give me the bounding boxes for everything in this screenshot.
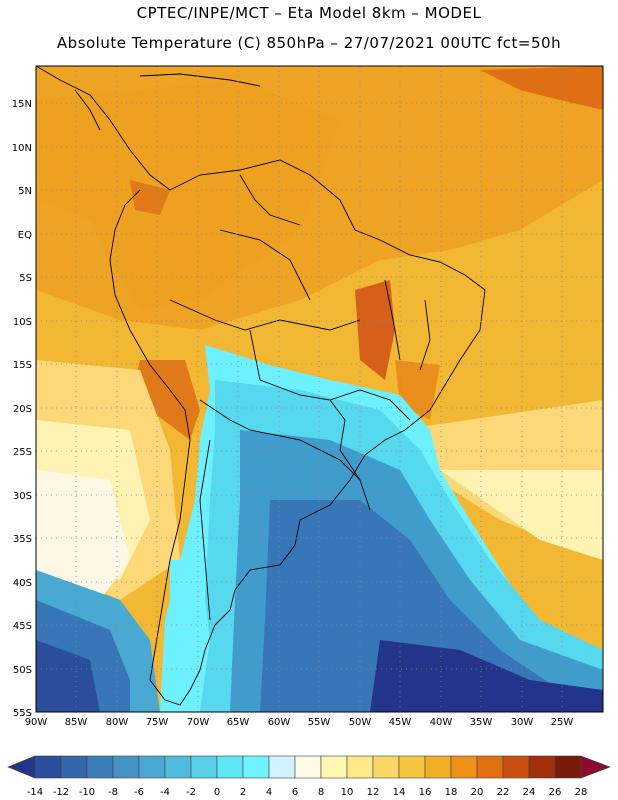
lon-label: 70W [187, 717, 210, 728]
colorbar-tick-label: 0 [214, 787, 220, 798]
colorbar-segment [294, 755, 322, 779]
colorbar-tick-label: 22 [497, 787, 510, 798]
colorbar-segment [320, 755, 348, 779]
lat-label: 30S [13, 491, 32, 502]
lat-label: 15S [13, 360, 32, 371]
colorbar-segment [502, 755, 530, 779]
colorbar-segment [60, 755, 88, 779]
map-title-line-2: Absolute Temperature (C) 850hPa – 27/07/… [56, 34, 562, 52]
lat-label: EQ [18, 230, 32, 241]
colorbar-segment [112, 755, 140, 779]
lat-label: 45S [13, 621, 32, 632]
latitude-labels: 15N 10N 5N EQ 5S 10S 15S 20S 25S 30S 35S… [12, 99, 32, 719]
lat-label: 20S [13, 404, 32, 415]
longitude-labels: 90W 85W 80W 75W 70W 65W 60W 55W 50W 45W … [25, 717, 574, 728]
lon-label: 45W [389, 717, 412, 728]
colorbar-segment [554, 755, 582, 779]
colorbar-tick-label: -8 [108, 787, 118, 798]
lat-label: 10N [12, 143, 32, 154]
colorbar-labels: -14 -12 -10 -8 -6 -4 -2 0 2 4 6 8 10 12 … [27, 787, 588, 798]
colorbar-tick-label: 14 [393, 787, 406, 798]
colorbar-tick-label: 8 [318, 787, 324, 798]
colorbar-tick-label: 18 [445, 787, 458, 798]
lat-label: 5N [18, 186, 32, 197]
colorbar [7, 755, 611, 779]
lat-label: 35S [13, 534, 32, 545]
colorbar-tick-label: 28 [575, 787, 588, 798]
colorbar-tick-label: -6 [134, 787, 144, 798]
colorbar-tick-label: -2 [186, 787, 196, 798]
colorbar-segment [190, 755, 218, 779]
colorbar-segment [242, 755, 270, 779]
lat-label: 40S [13, 578, 32, 589]
colorbar-segment [164, 755, 192, 779]
colorbar-tick-label: 24 [523, 787, 536, 798]
colorbar-segment [216, 755, 244, 779]
colorbar-segment [372, 755, 400, 779]
colorbar-segment [450, 755, 478, 779]
lat-label: 5S [19, 273, 32, 284]
lon-label: 85W [65, 717, 88, 728]
temperature-field [36, 66, 603, 712]
colorbar-tick-label: 10 [341, 787, 354, 798]
lat-label: 10S [13, 317, 32, 328]
colorbar-tick-label: -12 [53, 787, 69, 798]
colorbar-tick-label: 2 [240, 787, 246, 798]
lon-label: 65W [227, 717, 250, 728]
colorbar-tick-label: 6 [292, 787, 298, 798]
colorbar-segment [34, 755, 62, 779]
colorbar-tick-label: -10 [79, 787, 95, 798]
colorbar-segment [476, 755, 504, 779]
map-title-line-1: CPTEC/INPE/MCT – Eta Model 8km – MODEL [136, 4, 482, 22]
lon-label: 50W [349, 717, 372, 728]
lat-label: 15N [12, 99, 32, 110]
colorbar-segment [346, 755, 374, 779]
colorbar-segment [398, 755, 426, 779]
lon-label: 35W [470, 717, 493, 728]
colorbar-tick-label: 16 [419, 787, 432, 798]
lon-label: 80W [106, 717, 129, 728]
lon-label: 40W [430, 717, 453, 728]
colorbar-segment [528, 755, 556, 779]
lon-label: 75W [146, 717, 169, 728]
colorbar-min-arrow [7, 755, 36, 779]
lat-label: 50S [13, 665, 32, 676]
colorbar-segment [86, 755, 114, 779]
lon-label: 90W [25, 717, 48, 728]
colorbar-segment [268, 755, 296, 779]
colorbar-max-arrow [580, 755, 611, 779]
colorbar-tick-label: 26 [549, 787, 562, 798]
lon-label: 25W [551, 717, 574, 728]
colorbar-tick-label: 20 [471, 787, 484, 798]
lat-label: 25S [13, 447, 32, 458]
map-frame [35, 65, 604, 713]
colorbar-segment [138, 755, 166, 779]
coastlines [36, 66, 486, 706]
colorbar-segment [424, 755, 452, 779]
lon-label: 55W [308, 717, 331, 728]
colorbar-tick-label: -4 [160, 787, 170, 798]
lon-label: 60W [268, 717, 291, 728]
colorbar-tick-label: -14 [27, 787, 43, 798]
colorbar-tick-label: 4 [266, 787, 272, 798]
lat-label: 55S [13, 708, 32, 719]
lon-label: 30W [511, 717, 534, 728]
colorbar-tick-label: 12 [367, 787, 380, 798]
